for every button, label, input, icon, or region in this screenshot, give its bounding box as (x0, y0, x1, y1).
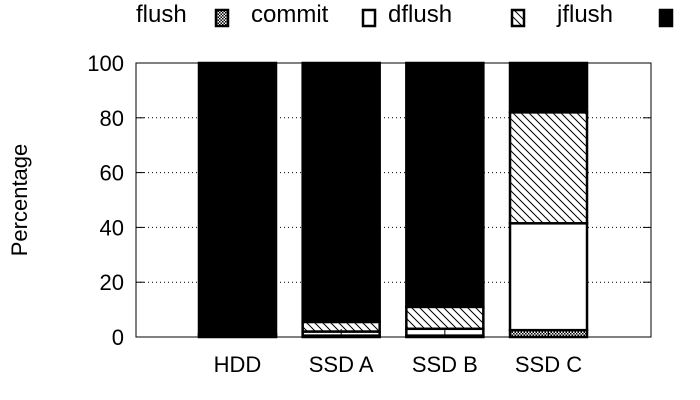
bar-ssd-b-dflush (405, 305, 485, 331)
y-tick-label-100: 100 (87, 51, 124, 76)
y-tick-label-60: 60 (100, 161, 124, 186)
bar-ssd-c-dflush (508, 111, 589, 225)
x-tick-label-ssd-b: SSD B (412, 352, 478, 377)
y-axis-label: Percentage (7, 144, 32, 257)
legend-swatch-jflush (658, 8, 674, 28)
legend-label-flush: flush (136, 1, 187, 28)
legend-swatch-flush (214, 8, 230, 28)
bar-ssd-a-jflush (301, 61, 381, 324)
legend-swatch-dflush (510, 8, 526, 28)
bar-stack-ssd-a (301, 61, 381, 339)
plot-frame (135, 62, 652, 338)
legend-label-commit: commit (251, 1, 329, 28)
y-axis-ticks: 0 20 40 60 80 100 (87, 51, 651, 350)
bars (197, 61, 589, 339)
bar-stack-ssd-b (405, 61, 485, 339)
x-tick-label-hdd: HDD (214, 352, 262, 377)
y-tick-label-40: 40 (100, 215, 124, 240)
bar-ssd-c-commit (508, 222, 589, 332)
bar-ssd-c-jflush (508, 61, 589, 114)
x-tick-label-ssd-a: SSD A (309, 352, 374, 377)
legend-label-jflush: jflush (556, 1, 613, 28)
legend-swatch-commit (361, 8, 377, 28)
y-tick-label-0: 0 (112, 325, 124, 350)
bar-hdd-jflush (197, 61, 278, 336)
legend-label-dflush: dflush (388, 1, 452, 28)
y-tick-label-20: 20 (100, 270, 124, 295)
y-tick-label-80: 80 (100, 106, 124, 131)
bar-ssd-b-jflush (405, 61, 485, 309)
legend: flush commit dflush jflush (136, 1, 674, 28)
bar-stack-hdd (197, 61, 278, 339)
x-tick-label-ssd-c: SSD C (515, 352, 582, 377)
x-axis-ticks: HDD SSD A SSD B SSD C (214, 329, 582, 377)
bar-stack-ssd-c (508, 61, 589, 339)
